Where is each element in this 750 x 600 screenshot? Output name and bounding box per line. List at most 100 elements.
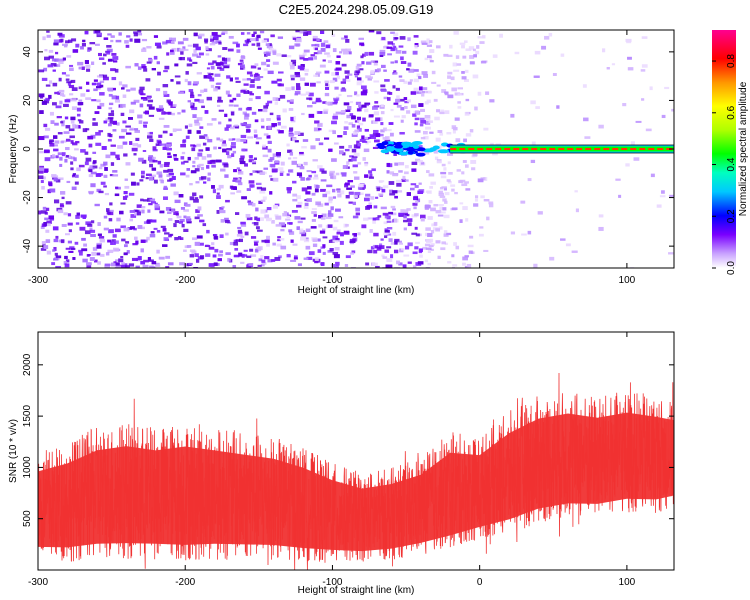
spectrogram-cell xyxy=(398,75,403,78)
spectrogram-cell xyxy=(64,263,70,268)
spectrogram-cell xyxy=(357,118,361,123)
spectrogram-cell xyxy=(136,33,143,36)
spectrogram-cell xyxy=(304,72,309,76)
spectrogram-cell xyxy=(97,32,102,36)
spectrogram-cell xyxy=(274,101,279,105)
spectrogram-cell xyxy=(479,41,485,44)
spectrogram-cell xyxy=(235,80,241,83)
spectrogram-cell xyxy=(286,215,290,219)
spectrogram-cell xyxy=(398,262,403,266)
spectrogram-x-tick-label: -300 xyxy=(28,275,48,286)
spectrogram-cell xyxy=(167,179,172,182)
spectrogram-cell xyxy=(109,202,113,206)
spectrogram-cell xyxy=(425,247,432,250)
spectrogram-cell xyxy=(91,251,97,256)
spectrogram-cell xyxy=(55,179,61,183)
spectrogram-cell xyxy=(260,199,266,202)
spectrogram-cell xyxy=(250,254,257,257)
spectrogram-cell xyxy=(299,77,306,81)
spectrogram-cell xyxy=(420,161,425,165)
spectrogram-cell xyxy=(310,145,316,150)
spectrogram-cell xyxy=(622,103,627,107)
spectrogram-cell xyxy=(139,179,144,182)
spectrogram-cell xyxy=(560,53,565,57)
spectrogram-cell xyxy=(267,125,272,130)
spectrogram-cell xyxy=(102,74,108,78)
spectrogram-cell xyxy=(424,243,431,247)
spectrogram-cell xyxy=(332,188,336,193)
spectrogram-cell xyxy=(121,87,125,90)
spectrogram-cell xyxy=(71,106,78,110)
spectrogram-cell xyxy=(41,176,46,180)
spectrogram-cell xyxy=(109,117,113,122)
spectrogram-cell xyxy=(297,201,303,205)
spectrogram-cell xyxy=(454,191,458,195)
spectrogram-cell xyxy=(38,210,42,215)
spectrogram-cell xyxy=(59,203,64,206)
spectrogram-cell xyxy=(265,102,269,107)
spectrogram-cell xyxy=(369,229,373,233)
spectrogram-cell xyxy=(125,162,131,166)
spectrogram-cell xyxy=(453,127,458,131)
spectrogram-cell xyxy=(165,143,172,148)
spectrogram-cell xyxy=(94,203,100,207)
spectrogram-cell xyxy=(106,45,112,48)
spectrogram-cell xyxy=(404,171,409,175)
spectrogram-cell xyxy=(165,206,172,211)
spectrogram-cell xyxy=(331,120,337,125)
spectrogram-cell xyxy=(240,55,246,60)
spectrogram-cell xyxy=(479,226,484,229)
spectrogram-cell xyxy=(439,195,446,198)
spectrogram-cell xyxy=(463,79,469,82)
spectrogram-cell xyxy=(259,171,265,175)
spectrogram-cell xyxy=(372,219,376,224)
spectrogram-cell xyxy=(318,224,323,228)
spectrogram-cell xyxy=(276,78,282,82)
spectrogram-cell xyxy=(328,199,333,204)
spectrogram-cell xyxy=(152,149,158,152)
spectrogram-cell xyxy=(148,114,155,117)
spectrogram-cell xyxy=(399,79,405,82)
spectrogram-cell xyxy=(301,146,307,149)
spectrogram-cell xyxy=(146,104,153,107)
spectrogram-cell xyxy=(86,265,92,268)
spectrogram-cell xyxy=(245,123,252,128)
spectrogram-cell xyxy=(240,134,247,139)
spectrogram-cell xyxy=(375,133,381,138)
spectrogram-cell xyxy=(414,43,419,47)
spectrogram-cell xyxy=(337,135,343,138)
spectrogram-cell xyxy=(128,117,133,120)
spectrogram-cell xyxy=(58,39,63,43)
spectrogram-cell xyxy=(288,130,293,133)
spectrogram-cell xyxy=(144,110,149,115)
spectrogram-cell xyxy=(324,202,329,206)
spectrogram-cell xyxy=(68,250,74,253)
spectrogram-cell xyxy=(475,50,480,55)
spectrogram-cell xyxy=(168,101,173,106)
spectrogram-cell xyxy=(236,190,242,193)
spectrogram-cell xyxy=(303,257,309,260)
spectrogram-cell xyxy=(229,241,235,246)
spectrogram-cell xyxy=(217,96,222,101)
spectrogram-cell xyxy=(159,178,164,182)
spectrogram-cell xyxy=(462,256,468,261)
spectrogram-cell xyxy=(372,106,378,110)
spectrogram-cell xyxy=(584,136,591,139)
spectrogram-cell xyxy=(134,211,140,216)
spectrogram-cell xyxy=(388,92,393,95)
spectrogram-cell xyxy=(188,123,193,127)
spectrogram-cell xyxy=(113,60,118,63)
spectrogram-cell xyxy=(382,256,388,259)
spectrogram-cell xyxy=(270,34,275,38)
spectrogram-cell xyxy=(118,258,124,263)
spectrogram-cell xyxy=(152,156,156,160)
spectrogram-cell xyxy=(314,174,319,178)
spectrogram-cell xyxy=(414,130,421,133)
spectrogram-cell xyxy=(120,202,126,205)
spectrogram-cell xyxy=(240,155,245,159)
spectrogram-cell xyxy=(283,211,287,215)
spectrogram-cell xyxy=(548,32,553,37)
spectrogram-cell xyxy=(369,134,375,138)
spectrogram-cell xyxy=(110,35,115,38)
spectrogram-cell xyxy=(111,239,116,242)
